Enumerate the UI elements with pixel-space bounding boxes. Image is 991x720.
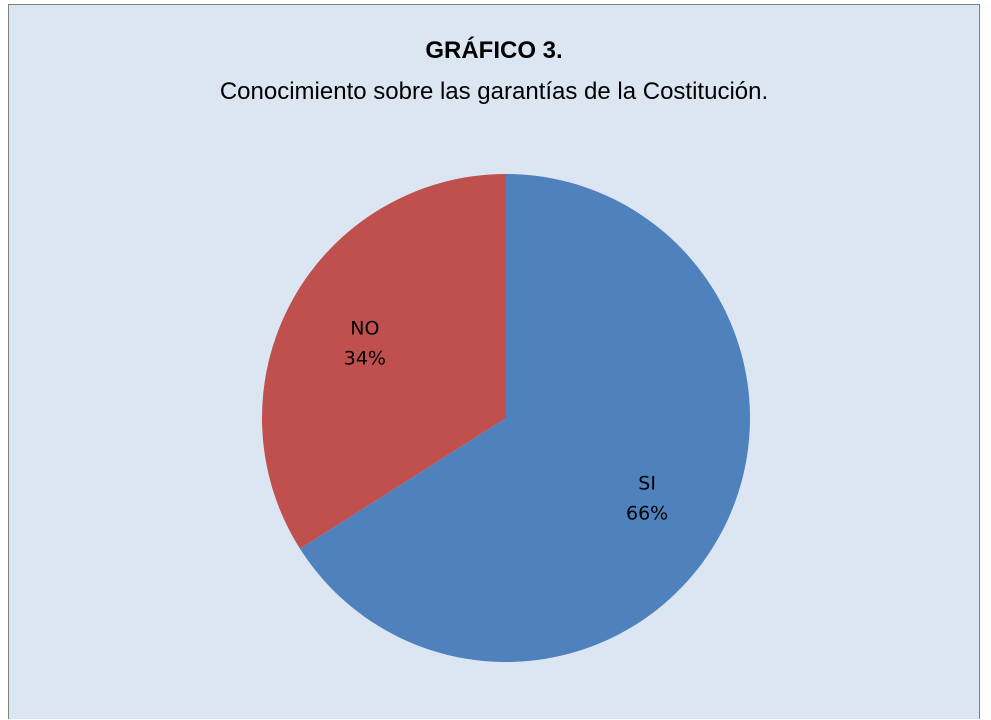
pie-slice-no [261, 174, 506, 549]
chart-title: GRÁFICO 3. [425, 37, 563, 64]
slice-label-no: NO [350, 317, 379, 339]
pie-chart: SI 66% NO 34% [261, 174, 750, 662]
pie-slice-si [299, 174, 750, 662]
slice-percent-no: 34% [344, 347, 386, 369]
chart-subtitle: Conocimiento sobre las garantías de la C… [219, 78, 769, 105]
chart-area: GRÁFICO 3. Conocimiento sobre las garant… [8, 4, 980, 719]
slice-label-si: SI [638, 473, 656, 495]
slice-percent-si: 66% [626, 503, 668, 525]
